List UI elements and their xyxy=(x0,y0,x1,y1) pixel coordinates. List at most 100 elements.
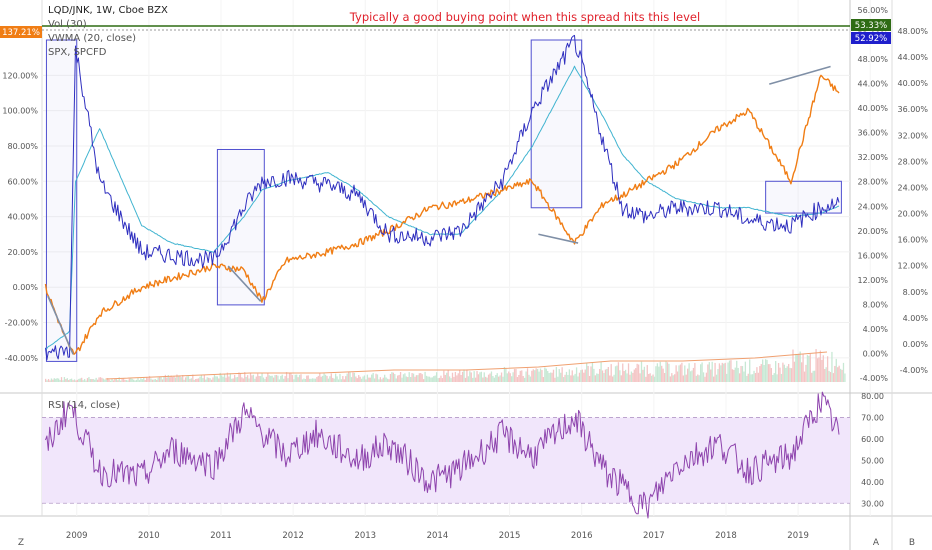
vol-legend[interactable]: Vol (30) xyxy=(48,19,87,30)
volume-bar xyxy=(472,377,474,382)
volume-bar xyxy=(649,373,651,382)
volume-bar xyxy=(578,372,581,382)
volume-bar xyxy=(114,378,116,382)
volume-bar xyxy=(457,373,459,382)
volume-bar xyxy=(62,380,64,382)
volume-bar xyxy=(268,375,270,382)
trend-arrow[interactable] xyxy=(47,295,74,355)
trend-arrow[interactable] xyxy=(769,65,831,85)
right-axis-tick: 24.00% xyxy=(857,202,888,211)
volume-bar xyxy=(425,375,428,382)
volume-bar xyxy=(70,378,73,382)
log-button[interactable]: B xyxy=(909,538,915,548)
volume-bar xyxy=(362,376,364,382)
volume-bar xyxy=(808,355,810,382)
volume-bar xyxy=(277,375,279,382)
volume-bar xyxy=(450,378,452,382)
highlight-box[interactable] xyxy=(216,148,265,306)
volume-bar xyxy=(384,374,386,382)
volume-bar xyxy=(740,365,742,382)
volume-bar xyxy=(154,379,156,382)
symbol-title[interactable]: LQD/JNK, 1W, Cboe BZX xyxy=(48,5,168,16)
volume-bar xyxy=(720,365,722,382)
volume-bar xyxy=(257,373,259,382)
highlight-box[interactable] xyxy=(45,39,78,362)
volume-bar xyxy=(365,379,367,382)
volume-bar xyxy=(567,374,569,382)
auto-scale-button[interactable]: Z xyxy=(18,538,24,548)
volume-bar xyxy=(525,371,527,382)
volume-bar xyxy=(630,371,633,382)
volume-bar xyxy=(324,374,327,382)
volume-bar xyxy=(124,379,126,382)
rsi-band-fill xyxy=(42,417,850,504)
volume-bar xyxy=(163,376,165,382)
volume-bar xyxy=(668,363,670,382)
auto-button[interactable]: A xyxy=(873,538,880,548)
volume-bar xyxy=(503,366,506,382)
volume-bar xyxy=(290,372,292,382)
volume-bar xyxy=(378,379,380,382)
spx-legend[interactable]: SPX, SPCFD xyxy=(48,47,107,58)
volume-bar xyxy=(127,380,129,382)
volume-bar xyxy=(427,376,429,382)
volume-bar xyxy=(371,374,373,382)
volume-bar xyxy=(704,376,706,382)
spread-line xyxy=(45,34,840,361)
volume-bar xyxy=(167,374,169,382)
volume-bar xyxy=(446,372,448,382)
volume-bar xyxy=(199,376,201,382)
volume-bar xyxy=(596,373,598,382)
volume-bar xyxy=(223,373,226,382)
trend-arrow[interactable] xyxy=(227,265,262,302)
right-axis-2-tick: 36.00% xyxy=(897,105,928,114)
volume-bar xyxy=(798,353,800,382)
right-axis-tick: 48.00% xyxy=(857,55,888,64)
highlight-box[interactable] xyxy=(530,39,583,209)
volume-bar xyxy=(433,376,435,382)
volume-bar xyxy=(219,372,221,382)
main-pane[interactable] xyxy=(42,0,850,392)
volume-bar xyxy=(294,374,296,382)
volume-bar xyxy=(203,374,206,382)
volume-bar xyxy=(770,368,772,382)
volume-bar xyxy=(757,372,760,382)
annotation-text[interactable]: Typically a good buying point when this … xyxy=(349,10,700,24)
volume-bar xyxy=(663,373,666,382)
volume-bar xyxy=(624,369,627,382)
volume-bar xyxy=(715,374,718,382)
volume-bar xyxy=(173,376,175,382)
trend-arrow[interactable] xyxy=(538,233,579,244)
volume-bar xyxy=(85,380,87,382)
left-axis-tick: -40.00% xyxy=(5,354,39,363)
vwma-legend[interactable]: VWMA (20, close) xyxy=(48,33,136,44)
left-value-badge-text: 137.21% xyxy=(2,28,40,38)
rsi-legend[interactable]: RSI (14, close) xyxy=(48,400,120,411)
volume-bar xyxy=(280,375,282,382)
volume-bar xyxy=(587,365,589,382)
highlight-boxes[interactable] xyxy=(45,39,842,362)
volume-bar xyxy=(555,366,558,382)
volume-bar xyxy=(521,370,523,382)
volume-bar xyxy=(461,371,464,382)
volume-bar xyxy=(434,375,436,382)
rsi-axis-tick: 60.00 xyxy=(861,435,884,444)
volume-bar xyxy=(68,380,70,382)
volume-bar xyxy=(775,361,777,382)
volume-bar xyxy=(694,362,696,382)
time-axis-tick: 2009 xyxy=(66,531,88,541)
volume-bar xyxy=(443,370,445,382)
volume-bar xyxy=(648,373,650,382)
right-axis-tick: 32.00% xyxy=(857,153,888,162)
volume-bar xyxy=(453,376,455,382)
volume-bar xyxy=(508,371,510,382)
volume-bar xyxy=(228,376,230,382)
trend-arrows[interactable] xyxy=(47,65,831,355)
volume-bar xyxy=(145,377,148,382)
volume-bar xyxy=(708,362,710,382)
volume-bar xyxy=(672,375,674,382)
volume-bar xyxy=(339,373,341,382)
left-axis-tick: -20.00% xyxy=(5,319,39,328)
volume-bar xyxy=(795,353,797,382)
